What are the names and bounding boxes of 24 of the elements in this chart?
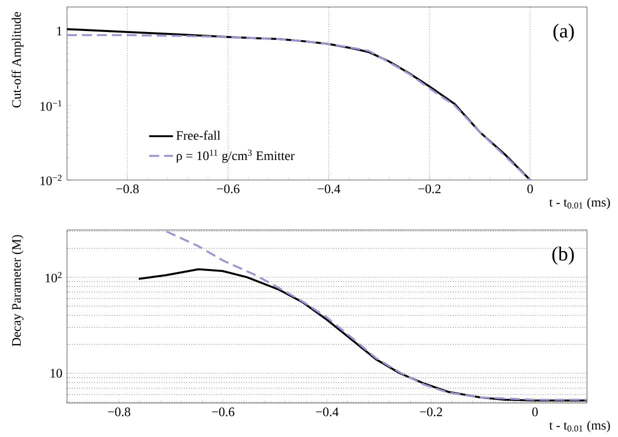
x-tick-label: −0.4 — [316, 408, 339, 416]
legend-label: Free-fall — [176, 130, 220, 140]
y-tick-label: 10$^{−1}$ — [40, 100, 62, 111]
annotation: (b) — [552, 246, 574, 265]
x-tick-label: −0.6 — [216, 184, 240, 194]
y-tick-label: 10$^{2}$ — [46, 272, 62, 282]
y-axis-title: Decay Parameter (M) — [12, 235, 24, 346]
y-axis-title: Cut-off Amplitude — [12, 12, 24, 108]
x-tick-label: −0.6 — [212, 408, 234, 416]
legend-label: ρ = 10$^{11}$ g/cm$^{3}$ Emitter — [176, 150, 295, 163]
x-tick-label: −0.2 — [418, 184, 440, 194]
x-axis-title: t - t$_{0.01}$ (ms) — [549, 420, 610, 432]
y-tick-label: 1 — [57, 26, 62, 36]
x-tick-label: −0.2 — [420, 408, 442, 416]
x-tick-label: −0.8 — [116, 184, 139, 194]
y-tick-label: 10$^{−2}$ — [40, 174, 62, 186]
x-tick-label: −0.4 — [318, 184, 340, 194]
x-tick-label: 0 — [527, 184, 533, 194]
annotation: (a) — [553, 24, 574, 42]
line-series — [165, 230, 588, 401]
y-tick-label: 10 — [50, 368, 62, 378]
x-tick-label: 0 — [532, 408, 538, 416]
x-tick-label: −0.8 — [108, 408, 130, 416]
x-axis-title: t - t$_{0.01}$ (ms) — [549, 198, 610, 210]
